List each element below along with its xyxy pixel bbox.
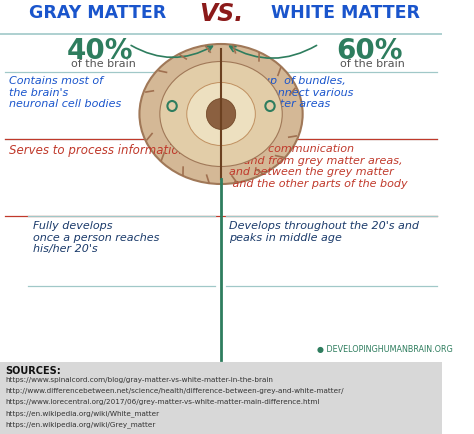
Text: SOURCES:: SOURCES: [6, 366, 61, 376]
Text: of the brain: of the brain [339, 59, 404, 69]
Ellipse shape [139, 44, 303, 184]
Text: Serves to process information: Serves to process information [9, 144, 186, 157]
Text: Contains most of
the brain's
neuronal cell bodies: Contains most of the brain's neuronal ce… [9, 76, 121, 109]
Text: Fully develops
once a person reaches
his/her 20's: Fully develops once a person reaches his… [33, 221, 159, 254]
Text: http://www.differencebetween.net/science/health/difference-between-grey-and-whit: http://www.differencebetween.net/science… [6, 388, 344, 394]
Text: Allows communication
to and from grey matter areas,
and between the grey matter
: Allows communication to and from grey ma… [229, 144, 408, 189]
Text: VS.: VS. [199, 2, 243, 26]
Text: of the brain: of the brain [71, 59, 136, 69]
Text: ● DEVELOPINGHUMANBRAIN.ORG: ● DEVELOPINGHUMANBRAIN.ORG [317, 345, 453, 354]
FancyBboxPatch shape [0, 362, 442, 434]
Text: Made up  of bundles,
which connect various
gray matter areas: Made up of bundles, which connect variou… [229, 76, 354, 109]
Text: https://en.wikipedia.org/wiki/White_matter: https://en.wikipedia.org/wiki/White_matt… [6, 410, 160, 417]
Ellipse shape [160, 62, 282, 167]
Ellipse shape [206, 99, 236, 129]
Text: GRAY MATTER: GRAY MATTER [29, 4, 166, 22]
Ellipse shape [187, 82, 255, 145]
Text: Develops throughout the 20's and
peaks in middle age: Develops throughout the 20's and peaks i… [229, 221, 419, 243]
Text: https://www.lorecentral.org/2017/06/grey-matter-vs-white-matter-main-difference.: https://www.lorecentral.org/2017/06/grey… [6, 399, 320, 405]
Text: 60%: 60% [336, 37, 402, 65]
Text: 40%: 40% [67, 37, 134, 65]
Text: https://en.wikipedia.org/wiki/Grey_matter: https://en.wikipedia.org/wiki/Grey_matte… [6, 421, 156, 428]
Text: WHITE MATTER: WHITE MATTER [271, 4, 419, 22]
Text: https://www.spinalcord.com/blog/gray-matter-vs-white-matter-in-the-brain: https://www.spinalcord.com/blog/gray-mat… [6, 377, 273, 383]
